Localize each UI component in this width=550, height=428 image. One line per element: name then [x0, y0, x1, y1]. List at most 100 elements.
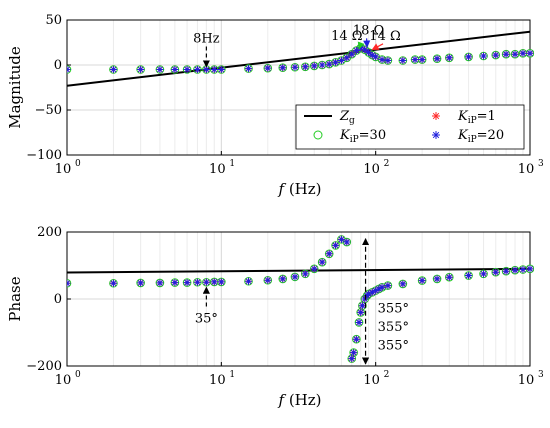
data-point-star [171, 65, 179, 74]
legend-label-base: K [457, 109, 469, 124]
data-point-star [399, 280, 407, 288]
legend-label-base: K [457, 128, 469, 143]
data-point-star [301, 270, 309, 278]
data-point-star [310, 62, 318, 70]
data-point-star [156, 65, 164, 74]
data-point-star [171, 278, 179, 287]
data-point-circle [244, 64, 253, 73]
data-point-circle [479, 269, 488, 279]
x-tick-exponent: 2 [384, 159, 390, 169]
data-point-star [433, 55, 441, 63]
x-tick-exponent: 0 [75, 159, 81, 169]
data-point-circle [67, 278, 72, 288]
data-point-circle [491, 267, 501, 277]
data-point-star [384, 56, 392, 65]
data-point-star [418, 56, 426, 64]
data-point-circle [464, 271, 473, 280]
data-point-circle [398, 56, 408, 65]
data-point-circle [193, 277, 202, 287]
data-point-star [352, 47, 360, 55]
series-line-zg [67, 30, 531, 87]
data-point-star [372, 287, 380, 295]
series-line-zg [67, 267, 531, 274]
data-point-star [375, 285, 383, 293]
data-point-star [156, 279, 164, 287]
data-point-star [137, 65, 145, 74]
y-axis-label: Phase [6, 276, 24, 321]
data-point-circle [383, 56, 393, 65]
annotation-label: 355° [378, 338, 409, 353]
data-point-star [479, 270, 488, 278]
data-point-circle [398, 279, 408, 289]
data-point-circle [417, 276, 427, 285]
data-point-circle [491, 50, 501, 60]
data-point-circle [290, 62, 300, 72]
data-point-star [511, 266, 519, 274]
x-tick-label: 10 [363, 373, 380, 388]
data-point-star [502, 50, 510, 58]
data-point-star [502, 267, 510, 275]
legend-label: KiP=30 [339, 128, 386, 145]
legend-circle-symbol [313, 130, 323, 140]
x-tick-label: 10 [209, 373, 226, 388]
data-point-circle [170, 65, 180, 74]
data-point-circle [301, 62, 310, 72]
data-point-star [331, 241, 340, 249]
x-tick-exponent: 3 [538, 370, 544, 380]
data-point-star [137, 279, 145, 287]
data-point-star [325, 60, 333, 68]
data-point-star [343, 238, 351, 246]
legend-label-subscript: iP [468, 135, 477, 145]
data-point-circle [479, 51, 488, 61]
annotation-label: 35° [195, 311, 218, 326]
annotation-label: 14 Ω [369, 29, 400, 44]
data-point-star [433, 275, 441, 283]
x-tick-exponent: 3 [538, 159, 544, 169]
data-point-circle [290, 272, 300, 282]
data-point-circle [464, 52, 473, 62]
x-tick-label: 10 [55, 162, 72, 177]
data-point-circle [525, 264, 534, 274]
legend-label-rest: =1 [477, 109, 496, 124]
data-point-star [264, 276, 272, 284]
x-tick-label: 10 [518, 162, 535, 177]
x-tick-exponent: 1 [229, 159, 235, 169]
data-point-star [183, 278, 191, 287]
data-point-circle [193, 65, 202, 74]
data-point-circle [136, 278, 145, 288]
data-point-star [399, 56, 407, 65]
data-point-star [368, 288, 376, 296]
data-point-circle [170, 278, 180, 287]
data-point-star [183, 65, 191, 74]
x-axis-variable: f [278, 180, 287, 198]
annotation-label: 355° [378, 320, 409, 335]
data-point-star [291, 63, 299, 71]
y-tick-label: 50 [45, 13, 62, 28]
data-point-circle [432, 274, 442, 284]
data-point-star [348, 50, 356, 58]
data-point-star [365, 48, 373, 56]
data-point-star [325, 250, 333, 258]
annotation-label: 355° [378, 301, 409, 316]
y-tick-label: −50 [35, 103, 62, 118]
data-point-star [279, 64, 287, 72]
legend-label-subscript: iP [468, 116, 477, 126]
data-point-star [67, 65, 71, 74]
x-axis-label: f (Hz) [278, 180, 322, 198]
data-point-circle [342, 237, 352, 247]
data-layer [67, 235, 534, 363]
axes-frame [66, 19, 531, 156]
data-point-star [331, 58, 340, 66]
y-tick-label: −100 [26, 148, 62, 163]
legend-label: KiP=20 [457, 128, 504, 145]
x-tick-exponent: 2 [384, 370, 390, 380]
data-point-star [202, 65, 210, 74]
data-point-circle [309, 264, 319, 274]
data-point-star [384, 282, 392, 290]
x-tick-label: 10 [518, 373, 535, 388]
x-tick-exponent: 0 [75, 370, 81, 380]
data-point-star [343, 54, 351, 62]
legend-label-base: K [339, 128, 351, 143]
